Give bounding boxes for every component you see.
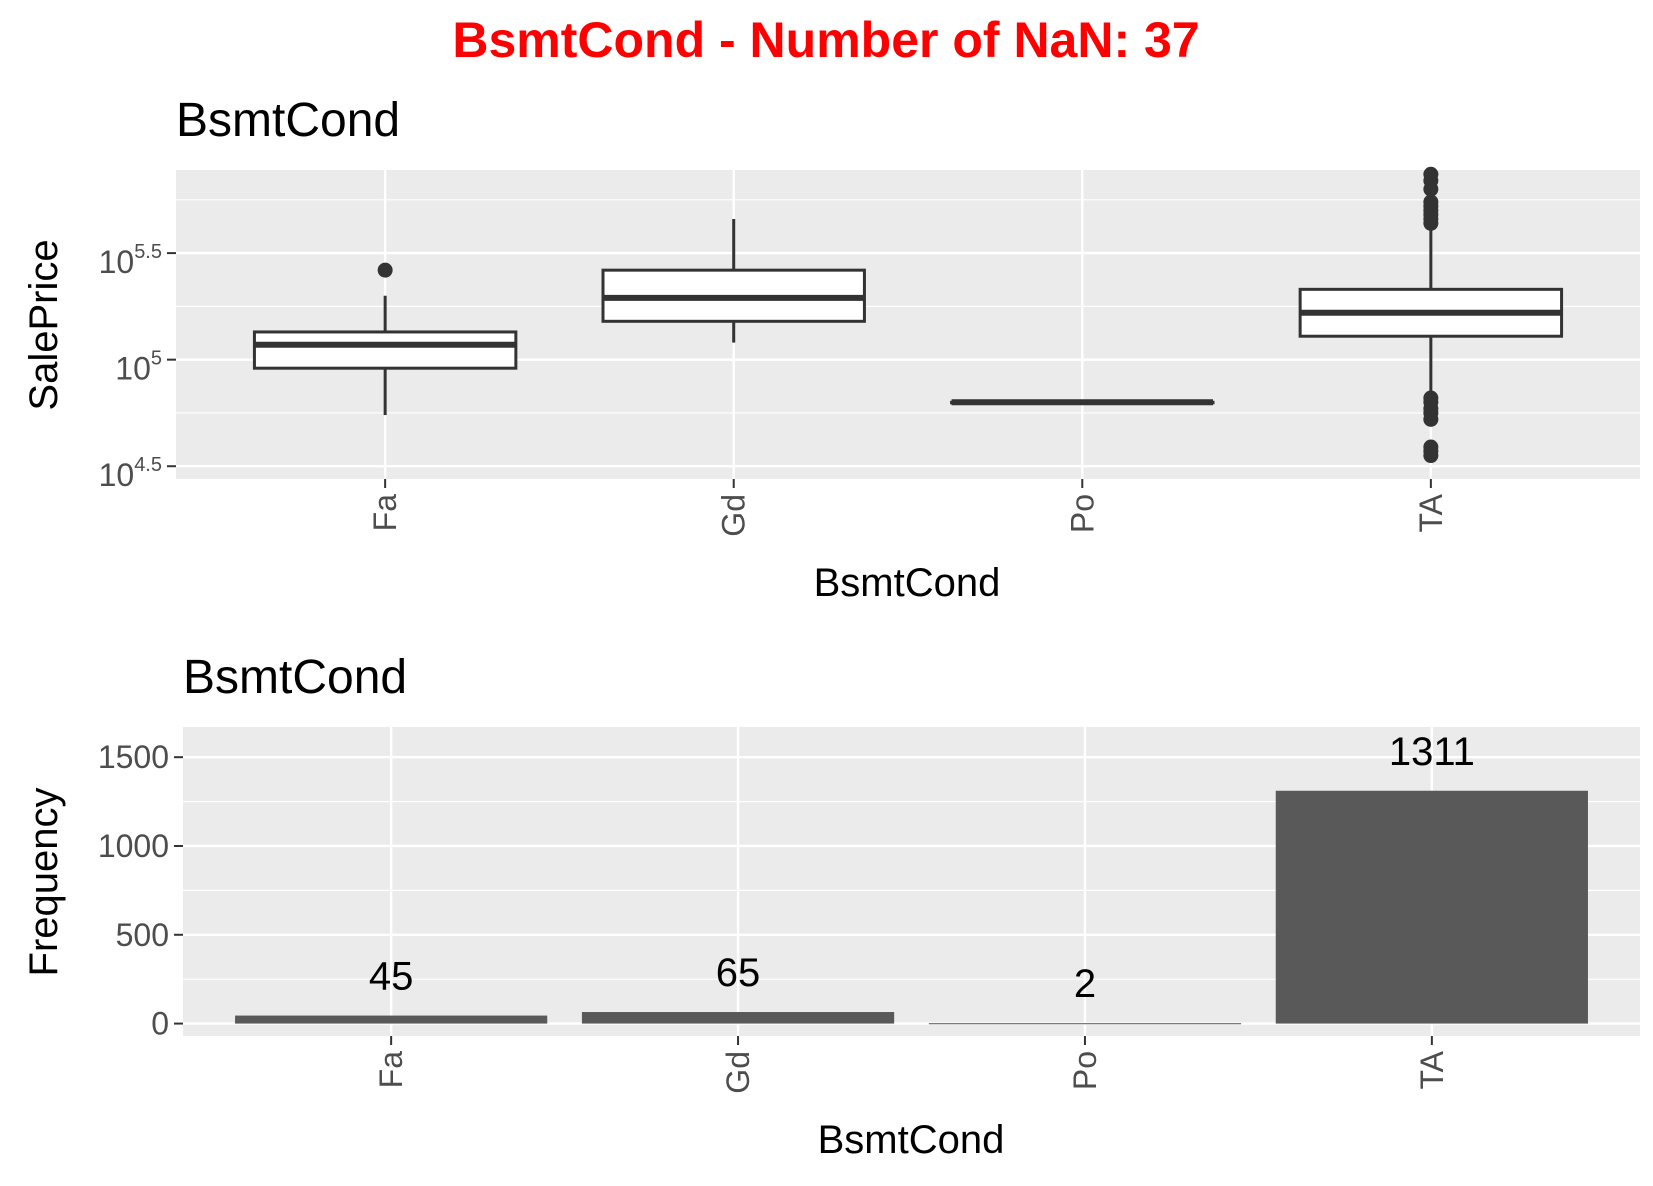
- frequency-x-ticks: Fa Gd Po TA: [373, 1036, 1450, 1094]
- x-tick-label: Fa: [373, 1051, 409, 1089]
- y-tick-label: 105.5: [99, 241, 162, 280]
- bar-Fa: [235, 1015, 548, 1024]
- boxplot-chart: BsmtCond 104.5 105 105.5 Fa Gd Po TA BsmtCond…: [22, 94, 1640, 605]
- y-tick-label: 0: [151, 1006, 169, 1042]
- data-label: 65: [716, 951, 761, 995]
- boxplot-x-axis-title: BsmtCond: [814, 561, 1001, 605]
- frequency-chart: BsmtCond 45 65 2 1311 0 500 1000 1500 Fa Gd Po TA…: [22, 651, 1640, 1162]
- data-label: 45: [369, 955, 414, 999]
- outlier-point: [1423, 194, 1439, 210]
- y-tick-label: 1000: [98, 828, 169, 864]
- frequency-x-axis-title: BsmtCond: [818, 1118, 1005, 1162]
- box-Fa: [252, 262, 518, 416]
- boxplot-marks: [252, 166, 1564, 464]
- frequency-y-ticks: 0 500 1000 1500: [98, 739, 183, 1042]
- outlier-point: [1423, 166, 1439, 182]
- box-Po: [950, 399, 1215, 406]
- boxplot-title: BsmtCond: [176, 94, 400, 147]
- box-TA: [1298, 166, 1564, 464]
- frequency-marks: 45 65 2 1311: [235, 730, 1588, 1025]
- boxplot-y-ticks: 104.5 105 105.5: [99, 241, 176, 493]
- bar-TA: [1275, 790, 1588, 1024]
- x-tick-label: Gd: [720, 1051, 756, 1094]
- boxplot-y-axis-title: SalePrice: [22, 239, 66, 410]
- x-tick-label: TA: [1413, 493, 1449, 532]
- x-tick-label: TA: [1414, 1050, 1450, 1089]
- x-tick-label: Po: [1064, 494, 1100, 533]
- y-tick-label: 1500: [98, 739, 169, 775]
- box-Gd: [601, 219, 866, 343]
- outlier-point: [377, 262, 393, 278]
- y-tick-label: 500: [116, 917, 169, 953]
- frequency-title: BsmtCond: [183, 651, 407, 704]
- boxplot-x-ticks: Fa Gd Po TA: [367, 479, 1449, 537]
- y-tick-label: 104.5: [99, 454, 162, 493]
- figure-title: BsmtCond - Number of NaN: 37: [452, 12, 1199, 68]
- x-tick-label: Fa: [367, 494, 403, 532]
- outlier-point: [1423, 439, 1439, 455]
- data-label: 1311: [1389, 730, 1475, 774]
- x-tick-label: Po: [1067, 1051, 1103, 1090]
- bar-Gd: [581, 1012, 895, 1024]
- frequency-y-axis-title: Frequency: [22, 788, 66, 977]
- x-tick-label: Gd: [716, 494, 752, 537]
- data-label: 2: [1074, 962, 1096, 1006]
- bar-Po: [928, 1023, 1242, 1025]
- y-tick-label: 105: [115, 348, 162, 387]
- box-iqr: [252, 330, 518, 370]
- outlier-point: [1423, 390, 1439, 406]
